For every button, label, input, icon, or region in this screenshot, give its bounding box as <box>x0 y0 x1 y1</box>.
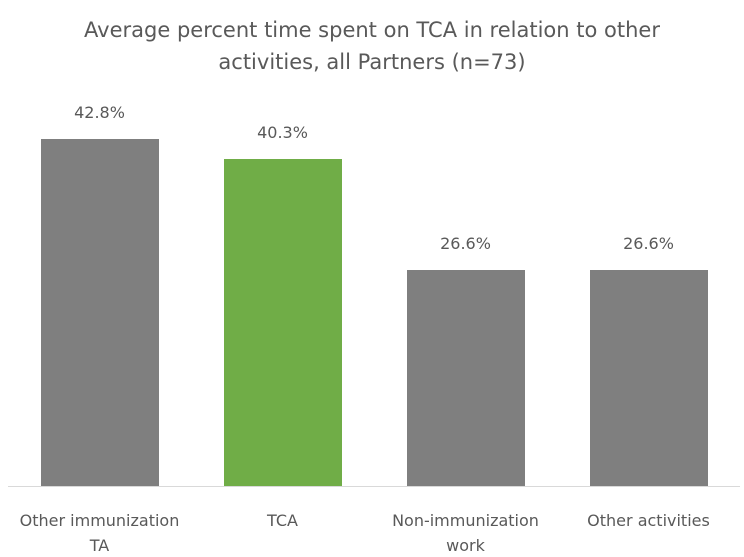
x-axis <box>8 486 740 487</box>
value-label: 42.8% <box>74 103 125 122</box>
bar <box>40 139 159 486</box>
bar <box>223 159 342 486</box>
value-label: 40.3% <box>257 123 308 143</box>
value-label: 26.6% <box>623 234 674 254</box>
chart-title: Average percent time spent on TCA in rel… <box>84 18 660 74</box>
x-tick-label: Other activities <box>587 511 710 530</box>
x-tick-label: Non-immunization work <box>392 511 539 555</box>
x-tick-label: Other immunization TA <box>19 511 180 555</box>
x-tick-label: TCA <box>267 511 298 530</box>
bar <box>589 270 708 486</box>
bar <box>406 270 525 486</box>
value-label: 26.6% <box>440 234 491 254</box>
